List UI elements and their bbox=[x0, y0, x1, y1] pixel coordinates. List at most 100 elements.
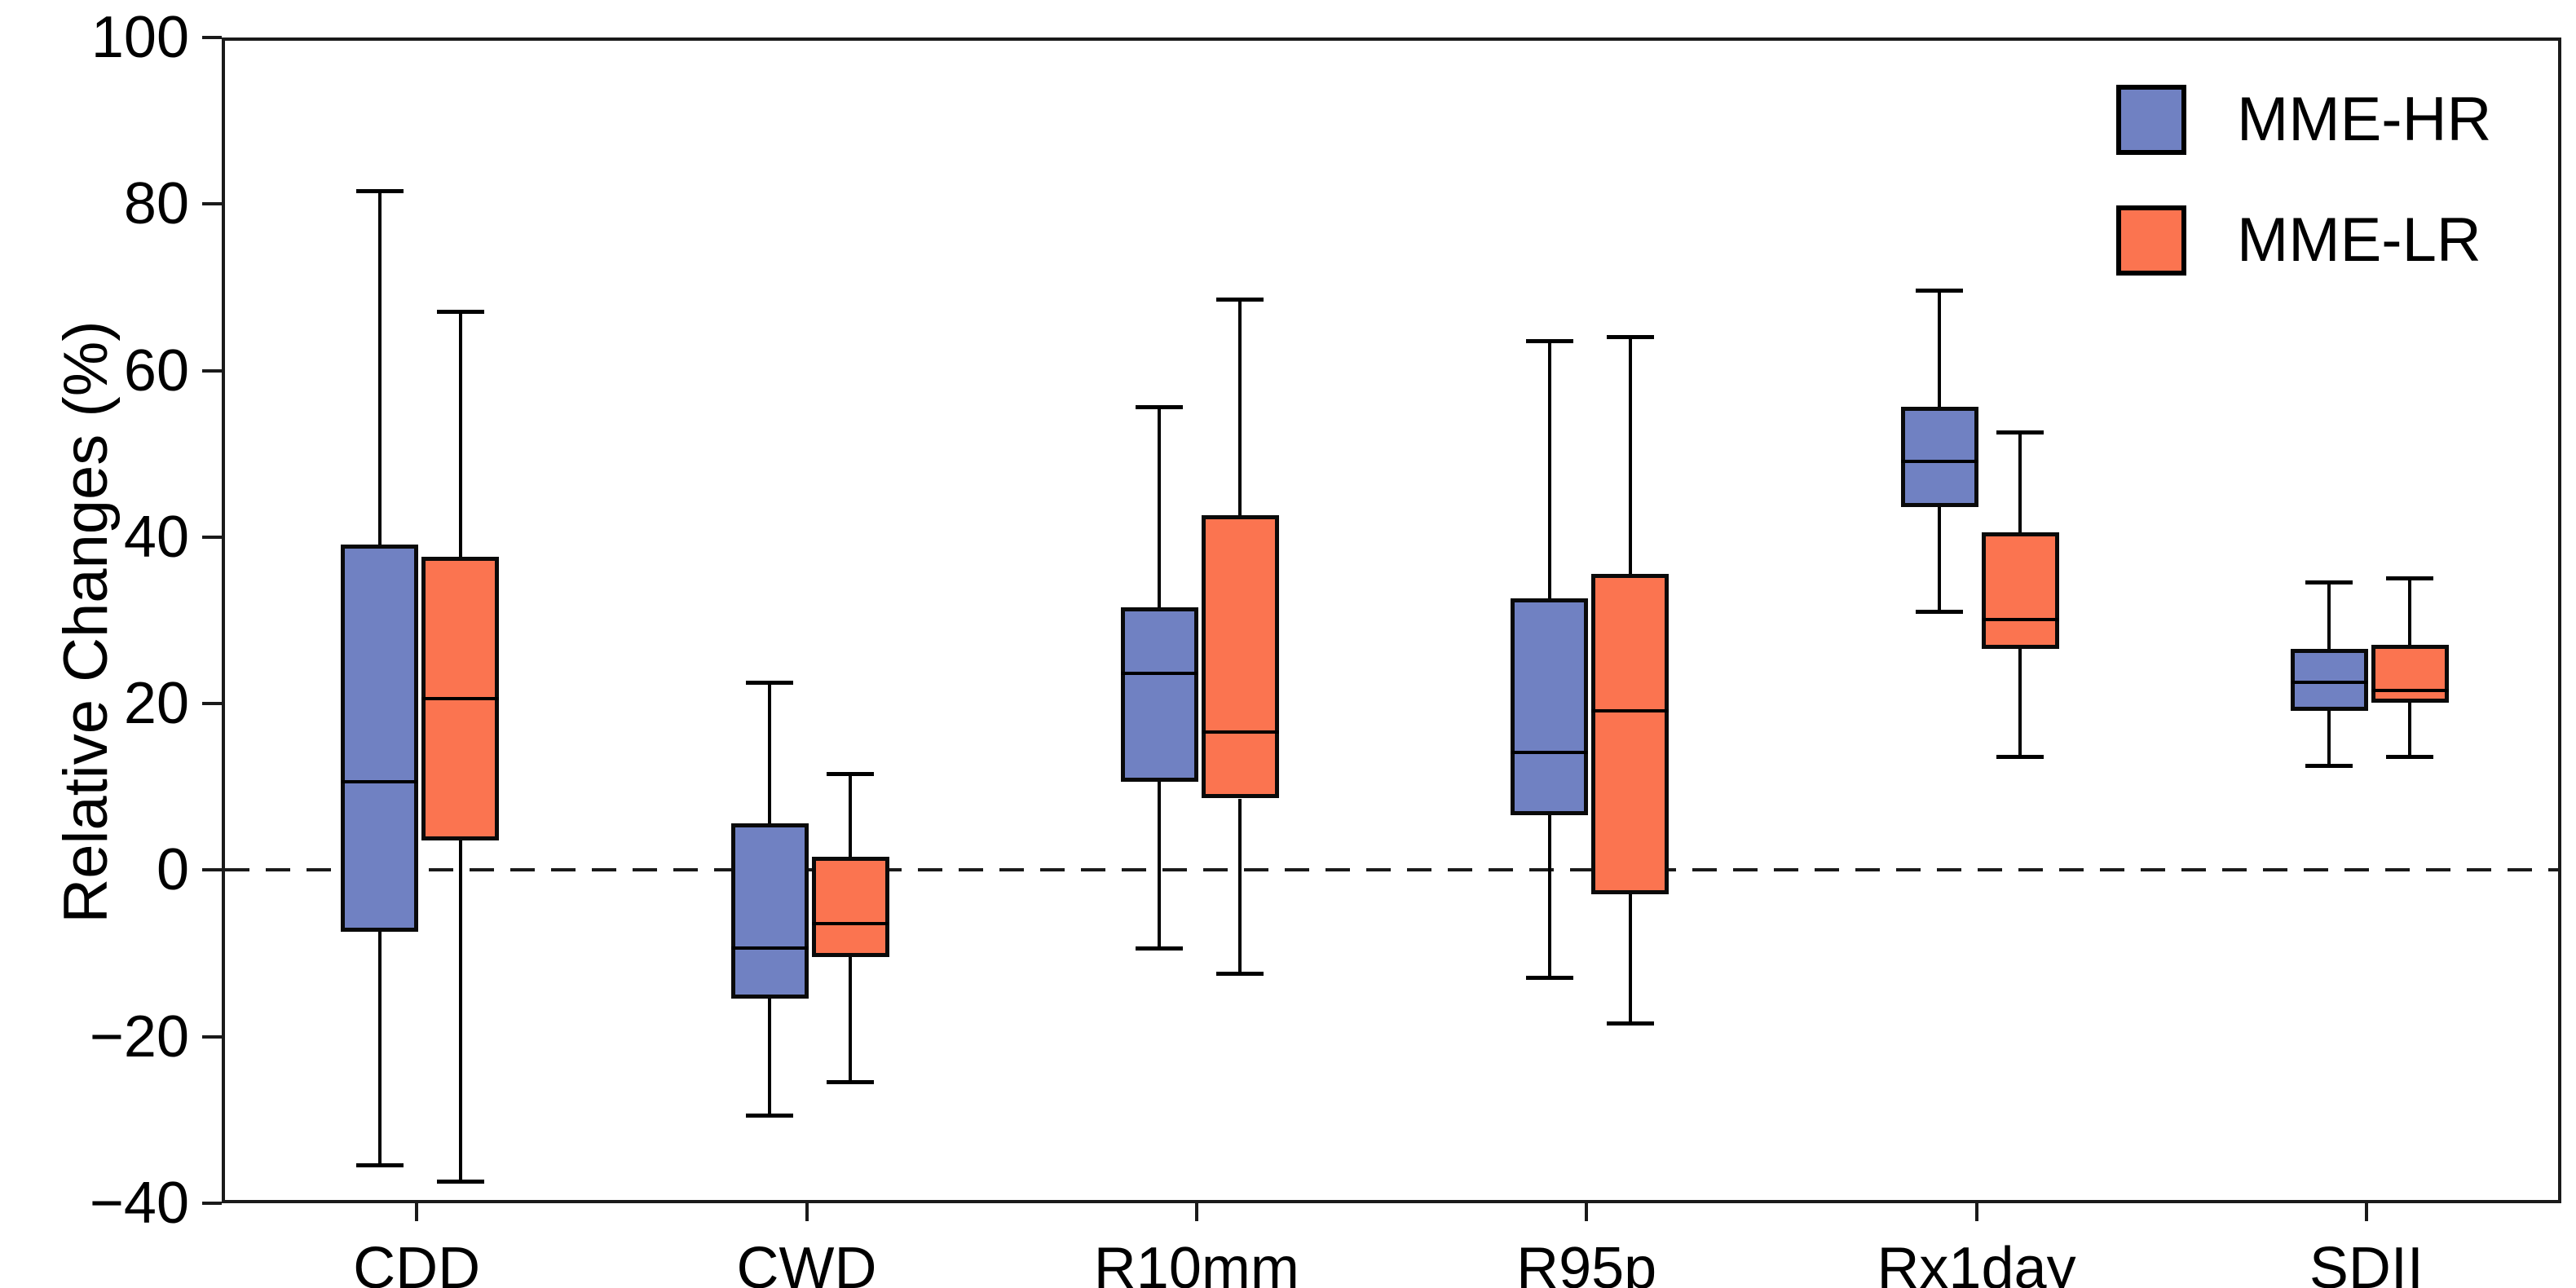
x-tick-label-CWD: CWD bbox=[736, 1236, 877, 1288]
whisker-cap-upper-mme-lr-rx1day bbox=[1996, 430, 2044, 435]
box-mme-hr-sdii bbox=[2290, 648, 2368, 712]
whisker-upper-mme-lr-r95p bbox=[1628, 336, 1632, 574]
legend-swatch-mme-hr bbox=[2116, 85, 2186, 155]
whisker-upper-mme-hr-cdd bbox=[377, 190, 382, 545]
box-mme-lr-rx1day bbox=[1981, 532, 2059, 649]
whisker-lower-mme-hr-r10mm bbox=[1158, 782, 1162, 949]
box-mme-hr-r10mm bbox=[1120, 607, 1198, 783]
y-tick-mark--40 bbox=[202, 1202, 222, 1205]
whisker-lower-mme-hr-cwd bbox=[768, 998, 771, 1115]
whisker-upper-mme-hr-sdii bbox=[2327, 581, 2331, 649]
x-tick-mark-R10mm bbox=[1194, 1203, 1198, 1221]
x-tick-label-R95p: R95p bbox=[1516, 1236, 1657, 1288]
x-tick-mark-CWD bbox=[805, 1203, 809, 1221]
legend-label-mme-lr: MME-LR bbox=[2237, 205, 2481, 275]
whisker-lower-mme-hr-sdii bbox=[2327, 711, 2331, 765]
y-tick-mark-20 bbox=[202, 702, 222, 706]
y-tick-mark-40 bbox=[202, 535, 222, 539]
box-mme-lr-r95p bbox=[1591, 573, 1670, 894]
y-tick-label-40: 40 bbox=[123, 504, 189, 570]
y-tick-mark-0 bbox=[202, 868, 222, 872]
x-tick-label-Rx1day: Rx1day bbox=[1877, 1236, 2076, 1288]
y-tick-mark-100 bbox=[202, 36, 222, 39]
whisker-cap-lower-mme-lr-sdii bbox=[2386, 755, 2434, 760]
box-mme-hr-cdd bbox=[341, 544, 419, 932]
whisker-cap-lower-mme-hr-r95p bbox=[1525, 976, 1573, 981]
legend: MME-HR MME-LR bbox=[2116, 85, 2491, 326]
whisker-cap-lower-mme-lr-r10mm bbox=[1216, 972, 1264, 976]
whisker-cap-lower-mme-hr-cdd bbox=[355, 1162, 404, 1167]
whisker-lower-mme-lr-cdd bbox=[458, 840, 462, 1182]
legend-item-mme-hr: MME-HR bbox=[2116, 85, 2491, 155]
median-mme-lr-r10mm bbox=[1201, 730, 1279, 734]
whisker-upper-mme-lr-cdd bbox=[458, 311, 462, 558]
whisker-cap-upper-mme-hr-sdii bbox=[2305, 580, 2353, 584]
whisker-lower-mme-lr-cwd bbox=[849, 956, 852, 1082]
y-tick-label-20: 20 bbox=[123, 671, 189, 737]
whisker-upper-mme-lr-cwd bbox=[849, 773, 852, 857]
whisker-cap-upper-mme-hr-rx1day bbox=[1916, 289, 1963, 293]
median-mme-hr-sdii bbox=[2290, 680, 2368, 684]
whisker-lower-mme-lr-sdii bbox=[2408, 703, 2412, 757]
y-tick-label-0: 0 bbox=[156, 837, 189, 903]
median-mme-lr-sdii bbox=[2371, 688, 2449, 692]
median-mme-lr-rx1day bbox=[1981, 617, 2059, 621]
whisker-cap-upper-mme-lr-cdd bbox=[436, 309, 484, 314]
y-tick-label--40: −40 bbox=[89, 1171, 189, 1236]
box-mme-lr-sdii bbox=[2371, 644, 2449, 704]
y-tick-label--20: −20 bbox=[89, 1003, 189, 1070]
legend-label-mme-hr: MME-HR bbox=[2237, 85, 2492, 154]
whisker-cap-upper-mme-lr-sdii bbox=[2386, 576, 2434, 580]
legend-item-mme-lr: MME-LR bbox=[2116, 205, 2491, 276]
whisker-lower-mme-lr-rx1day bbox=[2018, 648, 2022, 757]
x-tick-label-R10mm: R10mm bbox=[1093, 1236, 1299, 1288]
whisker-upper-mme-hr-cwd bbox=[768, 681, 771, 824]
median-mme-lr-cdd bbox=[421, 696, 500, 700]
y-tick-mark-60 bbox=[202, 368, 222, 373]
whisker-cap-lower-mme-hr-sdii bbox=[2305, 763, 2353, 768]
whisker-upper-mme-hr-r10mm bbox=[1158, 407, 1162, 607]
whisker-cap-lower-mme-lr-r95p bbox=[1606, 1021, 1654, 1026]
whisker-cap-lower-mme-hr-r10mm bbox=[1136, 946, 1184, 951]
y-tick-mark-80 bbox=[202, 202, 222, 206]
whisker-lower-mme-hr-rx1day bbox=[1938, 507, 1941, 611]
whisker-cap-upper-mme-lr-r95p bbox=[1606, 334, 1654, 339]
x-tick-mark-SDII bbox=[2364, 1203, 2368, 1221]
box-mme-hr-r95p bbox=[1511, 598, 1589, 815]
whisker-cap-lower-mme-hr-cwd bbox=[746, 1113, 793, 1118]
whisker-cap-upper-mme-lr-cwd bbox=[827, 771, 874, 776]
whisker-cap-upper-mme-lr-r10mm bbox=[1216, 297, 1264, 302]
whisker-cap-upper-mme-hr-r95p bbox=[1525, 338, 1573, 343]
y-tick-label-60: 60 bbox=[123, 337, 189, 404]
whisker-upper-mme-lr-rx1day bbox=[2018, 432, 2022, 532]
median-mme-lr-cwd bbox=[811, 921, 889, 925]
whisker-lower-mme-hr-r95p bbox=[1547, 814, 1551, 978]
median-mme-hr-r95p bbox=[1511, 751, 1589, 755]
x-tick-label-SDII: SDII bbox=[2309, 1236, 2424, 1288]
whisker-cap-lower-mme-lr-rx1day bbox=[1996, 755, 2044, 760]
median-mme-hr-cwd bbox=[730, 946, 809, 951]
y-tick-mark--20 bbox=[202, 1034, 222, 1039]
zero-reference-line bbox=[225, 868, 2558, 872]
whisker-upper-mme-lr-r10mm bbox=[1238, 298, 1242, 516]
y-tick-label-100: 100 bbox=[90, 5, 189, 70]
median-mme-hr-rx1day bbox=[1900, 459, 1978, 463]
whisker-cap-lower-mme-hr-rx1day bbox=[1916, 609, 1963, 614]
box-mme-lr-r10mm bbox=[1201, 515, 1279, 799]
whisker-upper-mme-hr-rx1day bbox=[1938, 290, 1941, 408]
whisker-cap-lower-mme-lr-cwd bbox=[827, 1079, 874, 1084]
whisker-cap-upper-mme-hr-cwd bbox=[746, 680, 793, 685]
whisker-lower-mme-hr-cdd bbox=[377, 931, 382, 1165]
whisker-lower-mme-lr-r10mm bbox=[1238, 798, 1242, 973]
x-tick-label-CDD: CDD bbox=[353, 1236, 481, 1288]
x-tick-mark-R95p bbox=[1585, 1203, 1589, 1221]
whisker-cap-upper-mme-hr-r10mm bbox=[1136, 405, 1184, 410]
x-tick-mark-Rx1day bbox=[1974, 1203, 1978, 1221]
x-tick-mark-CDD bbox=[415, 1203, 419, 1221]
whisker-cap-lower-mme-lr-cdd bbox=[436, 1180, 484, 1184]
whisker-upper-mme-hr-r95p bbox=[1547, 340, 1551, 599]
whisker-cap-upper-mme-hr-cdd bbox=[355, 188, 404, 193]
box-mme-hr-cwd bbox=[730, 823, 809, 999]
box-mme-hr-rx1day bbox=[1900, 407, 1978, 507]
